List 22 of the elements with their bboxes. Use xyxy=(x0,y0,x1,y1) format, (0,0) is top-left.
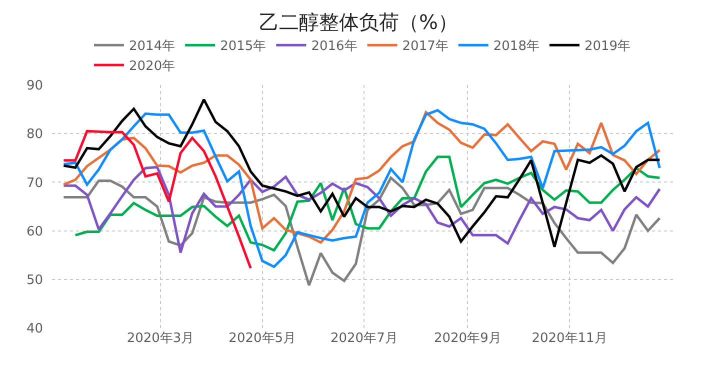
x-tick-label: 2020年9月 xyxy=(434,331,502,346)
y-tick-label: 80 xyxy=(26,127,43,142)
x-tick-label: 2020年11月 xyxy=(532,331,608,346)
line-series xyxy=(62,109,661,268)
y-tick-label: 60 xyxy=(26,224,43,240)
legend-label: 2014年 xyxy=(129,39,176,54)
x-tick-label: 2020年3月 xyxy=(126,331,194,346)
legend-label: 2018年 xyxy=(493,39,540,54)
legend-label: 2019年 xyxy=(584,39,631,54)
chart-title: 乙二醇整体负荷（%） xyxy=(258,10,458,34)
x-tick-label: 2020年7月 xyxy=(330,331,398,346)
line-series xyxy=(62,130,252,270)
line-series xyxy=(62,176,661,286)
y-tick-label: 90 xyxy=(26,78,43,94)
legend-label: 2020年 xyxy=(129,59,176,74)
legend-label: 2016年 xyxy=(311,39,358,54)
y-tick-label: 40 xyxy=(26,322,43,337)
y-tick-label: 50 xyxy=(26,272,43,288)
x-tick-label: 2020年5月 xyxy=(228,331,296,346)
legend-label: 2015年 xyxy=(220,39,266,54)
legend-label: 2017年 xyxy=(402,39,448,54)
y-tick-label: 70 xyxy=(26,176,43,191)
